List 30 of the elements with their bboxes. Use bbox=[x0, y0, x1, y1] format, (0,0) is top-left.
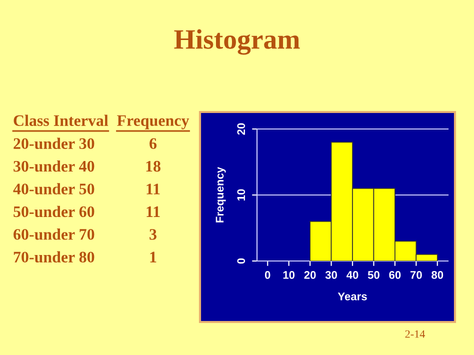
text: 40-under 50 bbox=[13, 183, 94, 194]
x-tick-label: 0 bbox=[264, 271, 270, 279]
text: 2-14 bbox=[405, 330, 426, 338]
text: Frequency bbox=[117, 115, 190, 130]
chart-title: Histogram bbox=[174, 29, 300, 55]
text: 6 bbox=[150, 138, 157, 149]
text: 11 bbox=[146, 184, 160, 194]
text: 50-under 60 bbox=[14, 206, 94, 218]
y-tick-label: 20 bbox=[237, 123, 246, 135]
x-tick-label: 60 bbox=[389, 271, 401, 279]
text: 18 bbox=[146, 160, 160, 172]
x-tick-label: 40 bbox=[346, 271, 358, 279]
y-tick-label: 0 bbox=[237, 258, 246, 264]
text: Class Interval bbox=[14, 114, 108, 126]
text: 60-under 70 bbox=[14, 228, 94, 240]
x-axis-title: Years bbox=[338, 292, 367, 300]
y-tick-label: 10 bbox=[237, 189, 246, 200]
x-tick-label: 30 bbox=[325, 271, 337, 279]
text: 3 bbox=[150, 229, 156, 240]
text: 70-under 80 bbox=[14, 251, 94, 263]
text: 11 bbox=[146, 206, 160, 217]
x-tick-label: 10 bbox=[283, 271, 295, 279]
x-tick-label: 50 bbox=[368, 271, 380, 279]
text: 1 bbox=[150, 252, 156, 262]
text: 20-under 30 bbox=[14, 138, 94, 150]
x-tick-label: 70 bbox=[410, 271, 422, 279]
text: 30-under 40 bbox=[14, 160, 94, 172]
x-tick-label: 20 bbox=[304, 271, 316, 279]
x-tick-label: 80 bbox=[432, 271, 444, 279]
y-axis-title: Frequency bbox=[216, 166, 226, 222]
